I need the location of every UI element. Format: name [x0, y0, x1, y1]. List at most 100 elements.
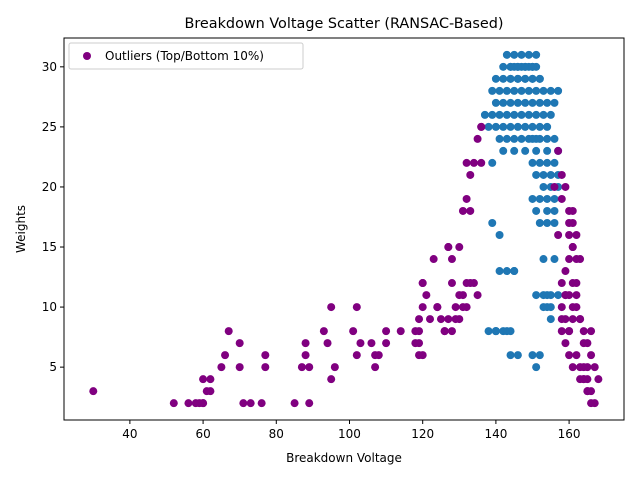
outlier-point [473, 291, 482, 300]
inlier-point [495, 110, 504, 119]
inlier-point [502, 267, 511, 276]
inlier-point [543, 291, 552, 300]
inlier-point [524, 86, 533, 95]
inlier-point [517, 50, 526, 59]
outlier-point [352, 351, 361, 360]
outlier-point [327, 303, 336, 312]
inlier-point [502, 86, 511, 95]
inlier-point [535, 351, 544, 360]
inlier-point [550, 206, 559, 215]
y-tick-label: 30 [42, 60, 57, 74]
inlier-point [517, 86, 526, 95]
y-tick-label: 25 [42, 120, 57, 134]
inlier-point [532, 86, 541, 95]
inlier-point [499, 122, 508, 131]
outlier-point [382, 327, 391, 336]
y-tick-label: 15 [42, 240, 57, 254]
outlier-point [466, 170, 475, 179]
outlier-point [356, 339, 365, 348]
outlier-point [466, 206, 475, 215]
outlier-point [561, 339, 570, 348]
outlier-point [440, 327, 449, 336]
inlier-point [491, 74, 500, 83]
outlier-point [568, 303, 577, 312]
outlier-point [557, 194, 566, 203]
outlier-point [444, 315, 453, 324]
inlier-point [535, 194, 544, 203]
inlier-point [528, 122, 537, 131]
outlier-point [327, 375, 336, 384]
inlier-point [550, 194, 559, 203]
x-tick-label: 60 [195, 427, 210, 441]
inlier-point [513, 351, 522, 360]
inlier-point [521, 122, 530, 131]
outlier-point [447, 279, 456, 288]
inlier-point [510, 146, 519, 155]
outlier-point [458, 206, 467, 215]
inlier-point [535, 218, 544, 227]
outlier-point [235, 363, 244, 372]
outlier-point [572, 291, 581, 300]
inlier-point [539, 86, 548, 95]
outlier-point [561, 267, 570, 276]
outlier-point [579, 327, 588, 336]
outlier-point [587, 351, 596, 360]
legend-marker [83, 52, 91, 60]
outlier-point [565, 231, 574, 240]
outlier-point [583, 363, 592, 372]
outlier-point [221, 351, 230, 360]
outlier-point [579, 375, 588, 384]
outlier-point [415, 315, 424, 324]
inlier-point [543, 194, 552, 203]
inlier-point [532, 291, 541, 300]
inlier-point [488, 218, 497, 227]
inlier-point [510, 50, 519, 59]
inlier-point [532, 110, 541, 119]
inlier-point [550, 98, 559, 107]
y-tick-label: 20 [42, 180, 57, 194]
outlier-point [576, 315, 585, 324]
inlier-point [546, 303, 555, 312]
inlier-point [513, 74, 522, 83]
inlier-point [535, 134, 544, 143]
outlier-point [572, 279, 581, 288]
inlier-point [543, 206, 552, 215]
outlier-point [374, 351, 383, 360]
inlier-point [510, 267, 519, 276]
outlier-point [422, 291, 431, 300]
outlier-point [290, 399, 299, 408]
outlier-point [246, 399, 255, 408]
inlier-point [546, 110, 555, 119]
outlier-point [554, 231, 563, 240]
inlier-point [550, 134, 559, 143]
outlier-point [261, 351, 270, 360]
outlier-point [477, 158, 486, 167]
outlier-point [583, 387, 592, 396]
legend-box [68, 42, 304, 70]
inlier-point [539, 170, 548, 179]
outlier-point [382, 339, 391, 348]
outlier-point [297, 363, 306, 372]
outlier-point [557, 170, 566, 179]
inlier-point [532, 50, 541, 59]
inlier-point [550, 218, 559, 227]
x-tick-label: 40 [122, 427, 137, 441]
outlier-point [444, 243, 453, 252]
outlier-point [568, 363, 577, 372]
outlier-point [330, 363, 339, 372]
inlier-point [532, 146, 541, 155]
outlier-point [415, 339, 424, 348]
inlier-point [499, 98, 508, 107]
inlier-point [484, 122, 493, 131]
inlier-point [491, 98, 500, 107]
outlier-point [565, 351, 574, 360]
outlier-point [411, 327, 420, 336]
outlier-point [224, 327, 233, 336]
x-tick-label: 140 [484, 427, 507, 441]
inlier-point [521, 146, 530, 155]
inlier-point [499, 74, 508, 83]
points-layer [89, 50, 603, 408]
outlier-point [426, 315, 435, 324]
